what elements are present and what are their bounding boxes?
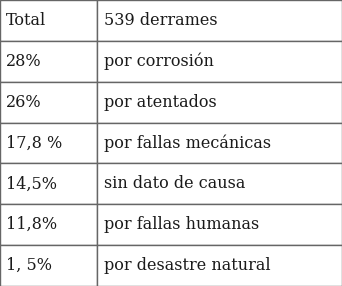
Bar bbox=[97, 245, 342, 286]
Text: 11,8%: 11,8% bbox=[6, 216, 57, 233]
Text: por corrosión: por corrosión bbox=[104, 53, 213, 70]
Text: por desastre natural: por desastre natural bbox=[104, 257, 270, 274]
Bar bbox=[0, 0, 97, 41]
Bar bbox=[0, 163, 97, 204]
Bar bbox=[97, 163, 342, 204]
Text: 1, 5%: 1, 5% bbox=[6, 257, 52, 274]
Bar bbox=[97, 41, 342, 82]
Text: 28%: 28% bbox=[6, 53, 42, 70]
Bar bbox=[0, 123, 97, 163]
Bar bbox=[0, 82, 97, 123]
Bar bbox=[97, 123, 342, 163]
Bar bbox=[0, 41, 97, 82]
Bar bbox=[97, 0, 342, 41]
Bar bbox=[0, 204, 97, 245]
Text: 17,8 %: 17,8 % bbox=[6, 134, 62, 152]
Text: Total: Total bbox=[6, 12, 47, 29]
Text: 14,5%: 14,5% bbox=[6, 175, 57, 192]
Bar bbox=[97, 82, 342, 123]
Text: 539 derrames: 539 derrames bbox=[104, 12, 217, 29]
Bar bbox=[0, 245, 97, 286]
Text: por fallas mecánicas: por fallas mecánicas bbox=[104, 134, 271, 152]
Text: sin dato de causa: sin dato de causa bbox=[104, 175, 245, 192]
Text: por fallas humanas: por fallas humanas bbox=[104, 216, 259, 233]
Bar bbox=[97, 204, 342, 245]
Text: 26%: 26% bbox=[6, 94, 42, 111]
Text: por atentados: por atentados bbox=[104, 94, 216, 111]
